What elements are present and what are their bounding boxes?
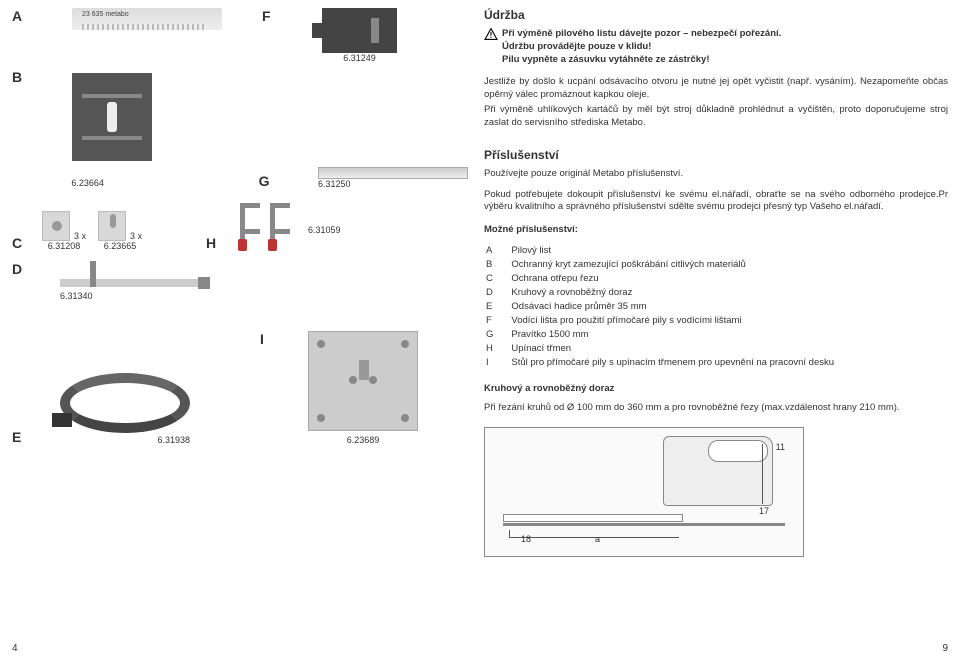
heading-circular-guide: Kruhový a rovnoběžný doraz — [484, 383, 948, 396]
label-e: E — [12, 429, 21, 445]
warn-line-1: Při výměně pilového listu dávejte pozor … — [502, 28, 781, 41]
partnum-h: 6.31059 — [308, 225, 341, 235]
warn-line-3: Pilu vypněte a zásuvku vytáhněte ze zást… — [502, 54, 781, 67]
table-row: EOdsávací hadice průměr 35 mm — [486, 301, 850, 313]
table-row: BOchranný kryt zamezující poškrábání cit… — [486, 259, 850, 271]
table-row: FVodící lišta pro použití přímočaré pily… — [486, 315, 850, 327]
item-b — [72, 73, 152, 161]
warning-icon — [484, 28, 498, 40]
blade-marking: 23 635 metabo — [82, 11, 129, 18]
item-e: 6.31938 — [60, 373, 190, 445]
partnum-c2: 6.23665 — [104, 241, 137, 251]
right-page: Údržba Při výměně pilového listu dávejte… — [480, 0, 960, 660]
label-d: D — [12, 261, 22, 277]
jigsaw-diagram: 18 a 17 11 — [484, 427, 804, 557]
acc-para-2: Pokud potřebujete dokoupit příslušenství… — [484, 189, 948, 215]
dim-17: 17 — [759, 506, 769, 516]
table-row: HUpínací třmen — [486, 343, 850, 355]
label-c: C — [12, 235, 22, 251]
heading-maintenance: Údržba — [484, 8, 948, 22]
label-g: G — [259, 173, 270, 189]
item-c1: 3 x 6.31208 — [42, 211, 86, 251]
partnum-g: 6.31250 — [318, 179, 351, 189]
label-f: F — [262, 8, 271, 24]
warn-line-2: Údržbu provádějte pouze v klidu! — [502, 41, 781, 54]
item-f: 6.31249 — [322, 8, 397, 63]
table-row: DKruhový a rovnoběžný doraz — [486, 287, 850, 299]
partnum-d: 6.31340 — [60, 291, 93, 301]
table-row: APilový list — [486, 245, 850, 257]
qty-c1: 3 x — [74, 231, 86, 241]
partnum-f: 6.31249 — [343, 53, 376, 63]
label-b: B — [12, 69, 22, 85]
maint-para-2: Při výměně uhlíkových kartáčů by měl být… — [484, 104, 948, 130]
partnum-i: 6.23689 — [347, 435, 380, 445]
dim-11: 11 — [776, 442, 785, 452]
accessory-table: APilový list BOchranný kryt zamezující p… — [484, 243, 852, 371]
dim-18: 18 — [521, 534, 531, 544]
partnum-e: 6.31938 — [157, 435, 190, 445]
item-h — [236, 203, 292, 251]
item-i: 6.23689 — [308, 331, 418, 445]
page-number-right: 9 — [942, 643, 948, 654]
page-number-left: 4 — [12, 643, 18, 654]
table-row: GPravítko 1500 mm — [486, 329, 850, 341]
item-c2: 3 x 6.23665 — [98, 211, 142, 251]
item-g: 6.31250 — [318, 167, 468, 189]
maint-para-1: Jestliže by došlo k ucpání odsávacího ot… — [484, 76, 948, 102]
table-row: COchrana otřepu řezu — [486, 273, 850, 285]
partnum-b: 6.23664 — [71, 178, 104, 188]
heading-accessories: Příslušenství — [484, 148, 948, 162]
acc-list-title: Možné příslušenství: — [484, 224, 948, 237]
dim-a: a — [595, 534, 600, 544]
item-a: 23 635 metabo — [72, 8, 222, 30]
item-d: 6.31340 — [60, 261, 210, 301]
label-a: A — [12, 8, 22, 24]
left-page: A 23 635 metabo F 6.31249 B — [0, 0, 480, 660]
circ-para: Při řezání kruhů od Ø 100 mm do 360 mm a… — [484, 402, 948, 415]
qty-c2: 3 x — [130, 231, 142, 241]
partnum-c1: 6.31208 — [48, 241, 81, 251]
label-i: I — [260, 331, 264, 347]
label-h: H — [206, 235, 216, 251]
table-row: IStůl pro přímočaré pily s upínacím třme… — [486, 357, 850, 369]
acc-para-1: Používejte pouze originál Metabo přísluš… — [484, 168, 948, 181]
